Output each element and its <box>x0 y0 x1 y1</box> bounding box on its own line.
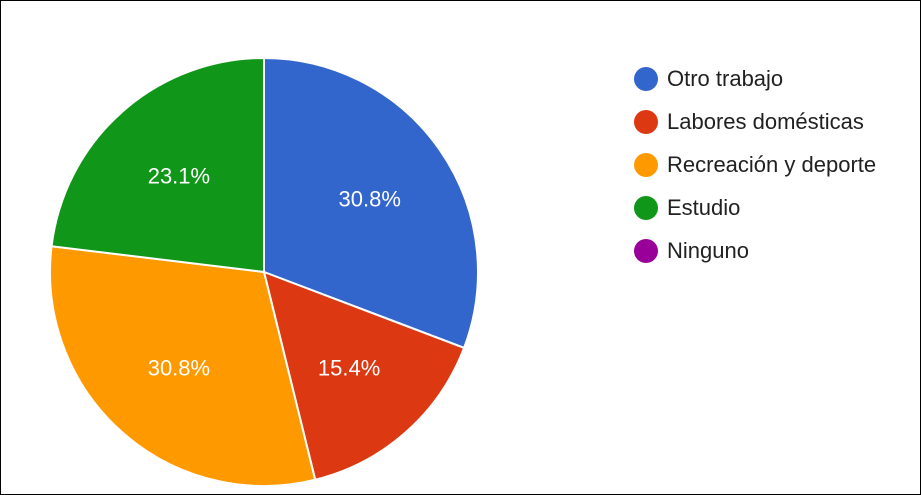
pie-slice-labores-domesticas[interactable] <box>262 270 466 481</box>
legend-swatch-otro-trabajo <box>634 66 658 91</box>
legend-item-ninguno[interactable]: Ninguno <box>634 229 876 272</box>
pie-label-labores-domesticas: 15.4% <box>318 356 380 381</box>
legend-item-estudio[interactable]: Estudio <box>634 186 876 229</box>
legend-item-otro-trabajo[interactable]: Otro trabajo <box>634 57 876 100</box>
pie-slice-recreacion-y-deporte[interactable] <box>49 245 317 487</box>
legend-swatch-ninguno <box>634 238 658 263</box>
pie-slice-estudio[interactable] <box>50 56 265 274</box>
pie-slice-otro-trabajo[interactable] <box>263 56 479 350</box>
legend-item-labores-domesticas[interactable]: Labores domésticas <box>634 100 876 143</box>
legend-item-recreacion-y-deporte[interactable]: Recreación y deporte <box>634 143 876 186</box>
pie-label-estudio: 23.1% <box>148 163 210 188</box>
legend-swatch-recreacion-y-deporte <box>634 152 658 177</box>
legend-label-estudio: Estudio <box>667 194 741 220</box>
legend: Otro trabajo Labores domésticas Recreaci… <box>634 57 876 272</box>
legend-swatch-estudio <box>634 195 658 220</box>
legend-label-ninguno: Ninguno <box>667 237 749 263</box>
pie-label-otro-trabajo: 30.8% <box>339 187 401 212</box>
legend-label-otro-trabajo: Otro trabajo <box>667 65 784 91</box>
legend-label-labores-domesticas: Labores domésticas <box>667 108 864 134</box>
legend-label-recreacion-y-deporte: Recreación y deporte <box>667 151 877 177</box>
legend-swatch-labores-domesticas <box>634 109 658 134</box>
pie-label-recreacion-y-deporte: 30.8% <box>148 356 210 381</box>
